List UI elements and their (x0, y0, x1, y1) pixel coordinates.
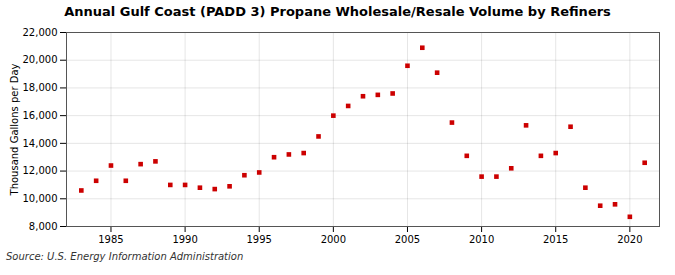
svg-text:2010: 2010 (469, 234, 494, 245)
svg-text:2005: 2005 (395, 234, 420, 245)
svg-text:1985: 1985 (98, 234, 123, 245)
html-text:Annual Gulf Coast (PADD 3) Pro: Annual Gulf Coast (PADD 3) Propane Whole… (64, 4, 611, 19)
svg-text:14,000: 14,000 (23, 138, 58, 149)
svg-text:20,000: 20,000 (23, 54, 58, 65)
svg-text:2015: 2015 (543, 234, 568, 245)
svg-text:16,000: 16,000 (23, 110, 58, 121)
svg-text:18,000: 18,000 (23, 82, 58, 93)
svg-text:8,000: 8,000 (29, 221, 58, 232)
svg-text:Thousand Gallons per Day: Thousand Gallons per Day (9, 63, 20, 196)
svg-text:10,000: 10,000 (23, 193, 58, 204)
svg-text:2020: 2020 (617, 234, 642, 245)
svg-text:1990: 1990 (172, 234, 197, 245)
svg-text:2000: 2000 (321, 234, 346, 245)
html-text:Source: U.S. Energy Informatio: Source: U.S. Energy Information Administ… (6, 251, 244, 262)
svg-text:1995: 1995 (246, 234, 271, 245)
svg-text:22,000: 22,000 (23, 27, 58, 38)
svg-text:12,000: 12,000 (23, 165, 58, 176)
